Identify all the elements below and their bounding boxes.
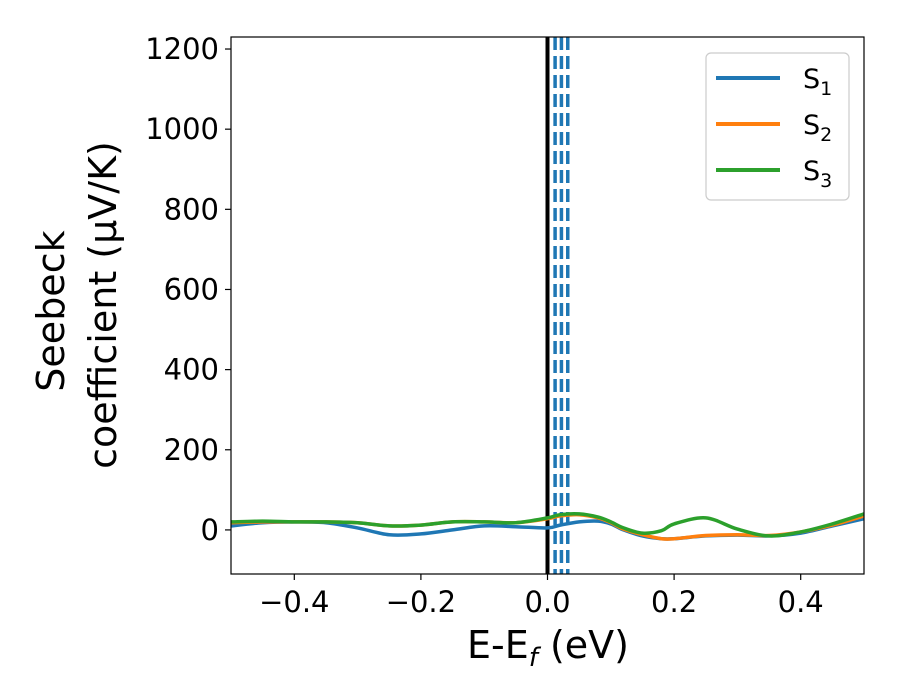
x-axis-label: E-Ef (eV)	[467, 623, 629, 673]
x-tick-label: 0.0	[524, 585, 570, 619]
legend-label-s2: S2	[803, 110, 832, 146]
legend-box	[705, 52, 850, 201]
y-tick-label: 600	[164, 272, 219, 306]
legend-label-s1: S1	[803, 64, 832, 100]
y-axis-label: Seebeck coefficient (μV/K)	[29, 141, 125, 469]
x-tick-label: −0.4	[259, 585, 329, 619]
y-axis: 0 200 400 600 800 1000 1200	[145, 32, 231, 547]
x-axis: −0.4 −0.2 0.0 0.2 0.4	[259, 574, 824, 619]
y-axis-label-line2: coefficient (μV/K)	[81, 141, 125, 469]
y-axis-label-line1: Seebeck	[29, 230, 73, 391]
legend-label-s3: S3	[803, 156, 832, 192]
axes-frame	[230, 36, 865, 575]
y-tick-label: 800	[164, 192, 219, 226]
x-tick-label: 0.4	[778, 585, 824, 619]
legend: S1 S2 S3	[705, 52, 850, 201]
y-tick-label: 200	[164, 433, 219, 467]
y-tick-label: 0	[201, 513, 219, 547]
series-line-s3	[231, 512, 864, 538]
x-tick-label: −0.2	[386, 585, 456, 619]
y-tick-label: 1200	[145, 32, 219, 66]
plot-area	[231, 37, 864, 574]
y-tick-label: 400	[164, 353, 219, 387]
y-tick-label: 1000	[145, 112, 219, 146]
x-tick-label: 0.2	[651, 585, 697, 619]
